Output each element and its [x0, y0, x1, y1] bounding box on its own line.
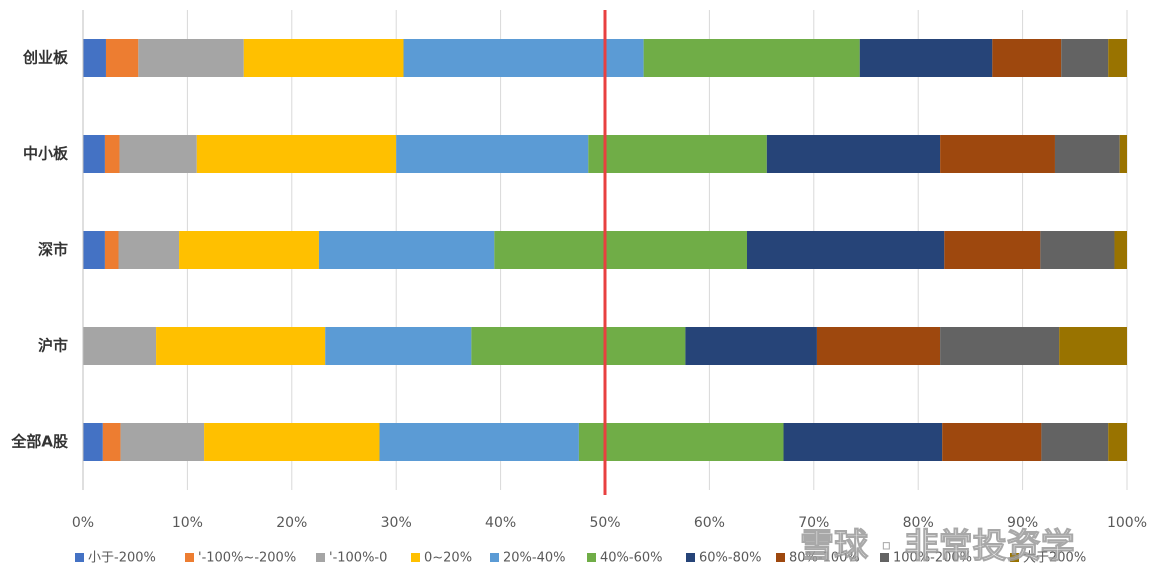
x-tick-label: 10% — [172, 515, 203, 531]
bar-segment — [766, 135, 941, 173]
legend-swatch — [587, 553, 596, 562]
bar-segment — [102, 423, 121, 461]
x-tick-label: 40% — [485, 515, 516, 531]
bar-segment — [243, 39, 404, 77]
legend-swatch — [411, 553, 420, 562]
bar-segment — [83, 327, 157, 365]
bar-segment — [119, 135, 197, 173]
bar-segment — [783, 423, 943, 461]
bar-segment — [83, 231, 105, 269]
bar-segment — [83, 423, 103, 461]
bar-segment — [940, 327, 1060, 365]
legend-swatch — [316, 553, 325, 562]
bar-segment — [83, 135, 105, 173]
bar-segment — [104, 231, 119, 269]
x-tick-label: 20% — [276, 515, 307, 531]
bar-segment — [318, 231, 495, 269]
legend-label: '-100%-0 — [329, 551, 387, 566]
x-tick-label: 0% — [72, 515, 94, 531]
bar-segment — [942, 423, 1042, 461]
bar-segment — [196, 135, 397, 173]
bar-segment — [105, 39, 139, 77]
bar-segment — [944, 231, 1041, 269]
bar-segment — [156, 327, 326, 365]
category-label: 创业板 — [22, 49, 69, 67]
x-tick-label: 60% — [694, 515, 725, 531]
bar-segment — [379, 423, 579, 461]
legend-label: '-100%~-200% — [198, 551, 296, 566]
bar-segment — [1119, 135, 1127, 173]
category-label: 沪市 — [38, 337, 68, 355]
bar-segment — [588, 135, 767, 173]
legend-swatch — [776, 553, 785, 562]
bar-segment — [138, 39, 244, 77]
bar-segment — [179, 231, 319, 269]
legend-swatch — [880, 553, 889, 562]
watermark: 雪球 · 非常投资学 — [800, 527, 1075, 567]
bar-segment — [83, 39, 106, 77]
legend-label: 100%-200% — [893, 551, 972, 566]
legend-swatch — [686, 553, 695, 562]
legend-label: 60%-80% — [699, 551, 761, 566]
bar-segment — [940, 135, 1055, 173]
x-tick-label: 90% — [1007, 515, 1038, 531]
category-label: 中小板 — [23, 145, 69, 163]
x-tick-label: 100% — [1107, 515, 1147, 531]
bar-segment — [685, 327, 817, 365]
bar-segment — [403, 39, 644, 77]
bar-segment — [494, 231, 747, 269]
x-tick-label: 80% — [903, 515, 934, 531]
legend-label: 大于200% — [1023, 551, 1086, 566]
bar-segment — [120, 423, 205, 461]
bar-segment — [471, 327, 686, 365]
bar-segment — [1040, 231, 1115, 269]
bar-segment — [325, 327, 472, 365]
x-tick-label: 30% — [381, 515, 412, 531]
x-tick-label: 70% — [798, 515, 829, 531]
category-label: 深市 — [38, 241, 68, 259]
bar-segment — [992, 39, 1062, 77]
legend-label: 80%-100% — [789, 551, 860, 566]
bar-segment — [578, 423, 784, 461]
legend-swatch — [490, 553, 499, 562]
legend-label: 40%-60% — [600, 551, 662, 566]
bar-segment — [1059, 327, 1127, 365]
bar-segment — [1114, 231, 1127, 269]
bar-segment — [204, 423, 380, 461]
bar-segment — [1054, 135, 1120, 173]
legend-label: 0~20% — [424, 551, 472, 566]
bar-segment — [643, 39, 860, 77]
bar-segment — [104, 135, 120, 173]
legend-swatch — [185, 553, 194, 562]
bar-segment — [746, 231, 945, 269]
bar-segment — [1108, 39, 1127, 77]
category-label: 全部A股 — [10, 433, 69, 451]
bar-segment — [1041, 423, 1109, 461]
bar-segment — [1061, 39, 1109, 77]
bar-segment — [859, 39, 993, 77]
bar-segment — [118, 231, 180, 269]
bar-segment — [396, 135, 589, 173]
x-tick-label: 50% — [589, 515, 620, 531]
legend-swatch — [1010, 553, 1019, 562]
legend-label: 20%-40% — [503, 551, 565, 566]
bar-segment — [1108, 423, 1127, 461]
legend-swatch — [75, 553, 84, 562]
legend-label: 小于-200% — [88, 551, 156, 566]
bar-segment — [816, 327, 941, 365]
